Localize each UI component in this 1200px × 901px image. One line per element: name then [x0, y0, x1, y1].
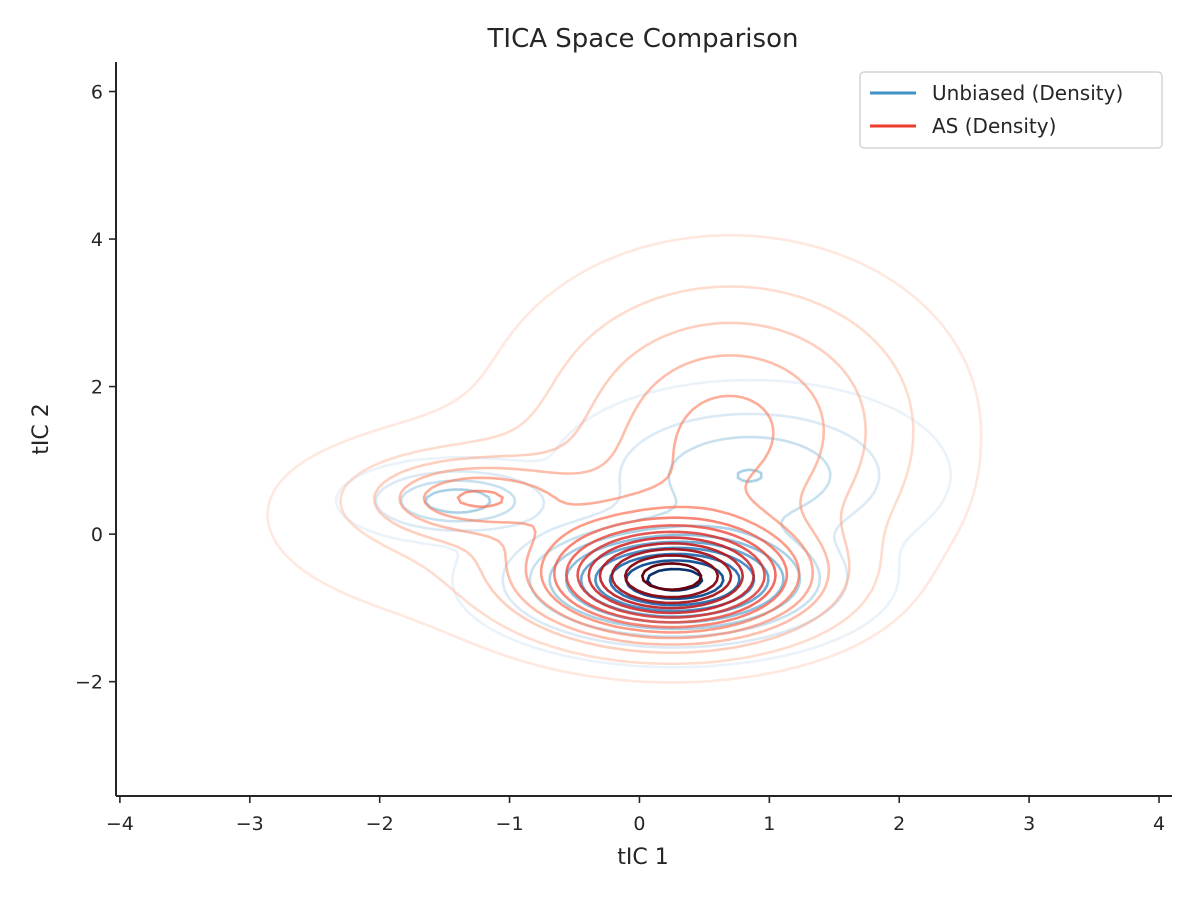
as-density-contour	[339, 285, 915, 666]
x-tick-label: 3	[1023, 813, 1035, 835]
x-axis-label: tIC 1	[617, 845, 668, 870]
contours-as	[266, 234, 983, 684]
x-tick-label: −4	[106, 813, 134, 835]
x-tick-label: 4	[1153, 813, 1165, 835]
as-density-contour	[576, 530, 766, 619]
y-tick-label: 2	[91, 377, 103, 399]
as-density-contour	[623, 554, 720, 599]
plot-area	[266, 234, 983, 684]
as-density-contour	[587, 536, 755, 615]
as-density-contour	[398, 354, 831, 646]
as-density-contour	[610, 547, 733, 605]
x-tick-label: −2	[366, 813, 394, 835]
x-tick-label: 0	[633, 813, 645, 835]
x-tick-label: −3	[236, 813, 264, 835]
y-axis-label: tIC 2	[29, 403, 54, 454]
as-density-contour	[373, 321, 867, 654]
legend: Unbiased (Density) AS (Density)	[859, 71, 1163, 149]
as-density-contour	[553, 516, 789, 629]
y-tick-label: 0	[91, 524, 103, 546]
chart-title: TICA Space Comparison	[487, 24, 799, 54]
as-density-contour	[266, 234, 983, 684]
unbiased-density-contour	[334, 378, 952, 669]
y-tick-label: 4	[91, 229, 103, 251]
as-density-contour	[641, 562, 703, 591]
legend-label-unbiased: Unbiased (Density)	[932, 81, 1123, 105]
y-ticks: −2 0 2 4 6	[75, 82, 116, 694]
y-tick-label: 6	[91, 82, 103, 104]
legend-label-as: AS (Density)	[932, 114, 1056, 138]
as-density-contour	[422, 394, 814, 640]
as-density-contour	[598, 542, 744, 610]
as-density-contour	[456, 489, 801, 634]
unbiased-density-contour	[399, 435, 832, 638]
x-ticks: −4 −3 −2 −1 0 1 2 3 4	[106, 796, 1165, 835]
x-tick-label: 2	[893, 813, 905, 835]
x-tick-label: −1	[496, 813, 524, 835]
legend-frame	[859, 71, 1163, 149]
y-tick-label: −2	[75, 672, 103, 694]
as-density-contour	[565, 524, 777, 624]
x-tick-label: 1	[763, 813, 775, 835]
